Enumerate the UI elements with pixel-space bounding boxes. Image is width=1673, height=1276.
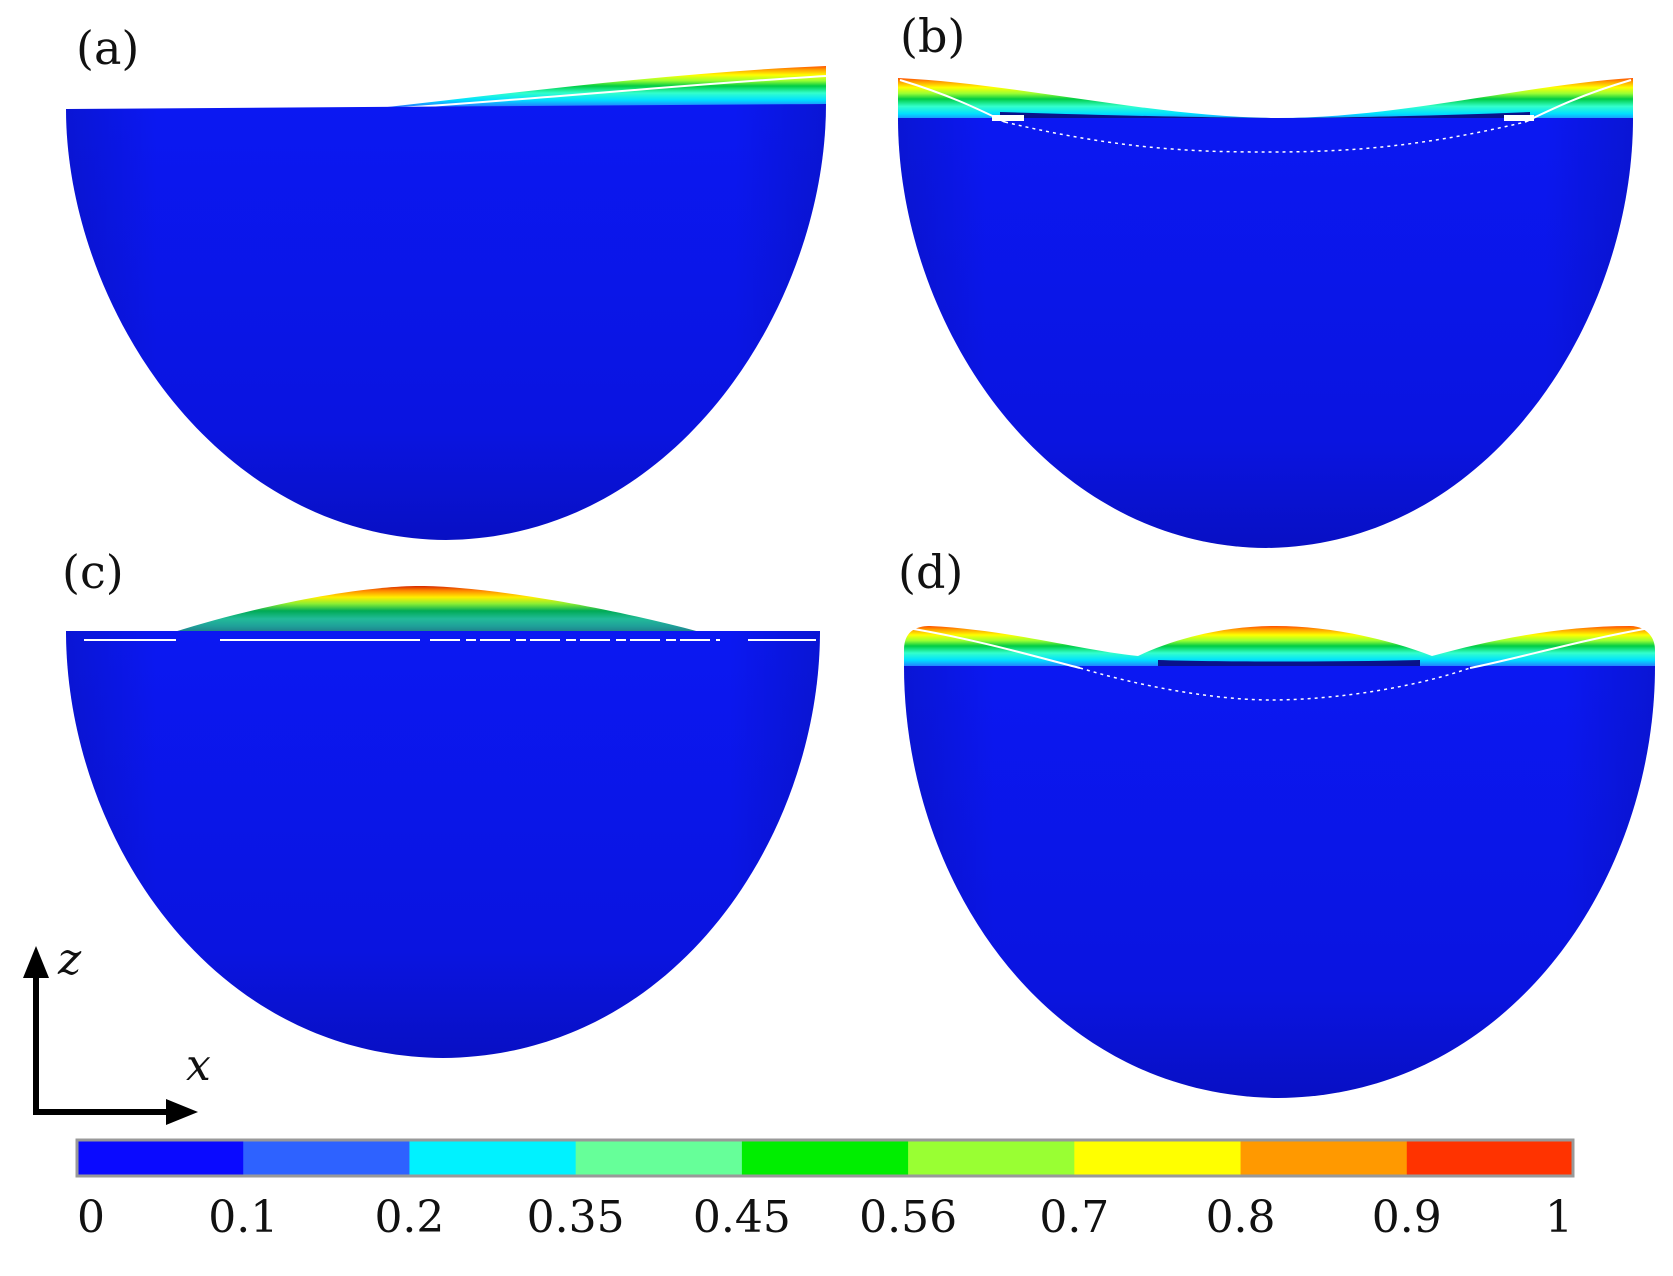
x-axis-arrowhead <box>166 1099 198 1125</box>
panel-label-b: (b) <box>900 9 965 63</box>
colorbar-tick-label: 0.7 <box>1039 1192 1109 1243</box>
x-axis-label: x <box>186 1040 211 1091</box>
panel-label-d: (d) <box>898 545 963 599</box>
droplet-shade-d <box>904 666 1655 1098</box>
wave-surface-a <box>370 66 826 110</box>
colorbar-segment <box>575 1140 743 1176</box>
panel-d: (d) <box>898 545 1655 1098</box>
contact-line-d <box>1079 667 1471 701</box>
colorbar-tick-label: 0 <box>77 1192 105 1243</box>
colorbar-segment <box>243 1140 410 1176</box>
colorbar-tick-label: 0.35 <box>527 1192 625 1243</box>
contact-line-b <box>1004 121 1526 153</box>
droplet-shade-c <box>66 631 820 1058</box>
colorbar-tick-label: 0.9 <box>1372 1192 1442 1243</box>
panel-c: (c) <box>62 545 820 1058</box>
wave-crest-line-a <box>383 75 827 110</box>
droplet-shade-b <box>898 118 1633 548</box>
colorbar-ticks: 0 0.1 0.2 0.35 0.45 0.56 0.7 0.8 0.9 1 <box>77 1192 1573 1243</box>
colorbar-segment <box>1074 1140 1242 1176</box>
contact-gap-b-left <box>992 115 1024 121</box>
panel-label-c: (c) <box>62 545 124 599</box>
colorbar-tick-label: 0.2 <box>374 1192 444 1243</box>
colorbar-segments <box>77 1140 1574 1176</box>
wave-surface-b <box>898 78 1633 120</box>
panel-label-a: (a) <box>76 21 139 75</box>
colorbar-segment <box>1406 1140 1574 1176</box>
wave-edge-line-d-right <box>1469 627 1651 669</box>
colorbar-tick-label: 1 <box>1545 1192 1573 1243</box>
wave-edge-line-d-left <box>907 627 1081 669</box>
colorbar-segment <box>1240 1140 1408 1176</box>
colorbar: 0 0.1 0.2 0.35 0.45 0.56 0.7 0.8 0.9 1 <box>75 1138 1575 1243</box>
colorbar-segment <box>409 1140 577 1176</box>
colorbar-tick-label: 0.45 <box>693 1192 791 1243</box>
axes-indicator: z x <box>23 934 211 1125</box>
panel-a: (a) <box>66 21 827 540</box>
colorbar-tick-label: 0.1 <box>208 1192 278 1243</box>
colorbar-tick-label: 0.8 <box>1206 1192 1276 1243</box>
droplet-shade-a <box>66 104 826 540</box>
colorbar-tick-label: 0.56 <box>859 1192 957 1243</box>
colorbar-segment <box>77 1140 244 1176</box>
wave-surface-c <box>174 586 700 632</box>
z-axis-label: z <box>57 934 82 985</box>
panel-b: (b) <box>898 9 1633 548</box>
colorbar-segment <box>741 1140 909 1176</box>
colorbar-frame <box>75 1138 1575 1178</box>
wave-surface-d <box>904 626 1655 668</box>
contact-gap-b-right <box>1504 115 1534 121</box>
z-axis-arrowhead <box>23 946 49 978</box>
colorbar-segment <box>908 1140 1075 1176</box>
